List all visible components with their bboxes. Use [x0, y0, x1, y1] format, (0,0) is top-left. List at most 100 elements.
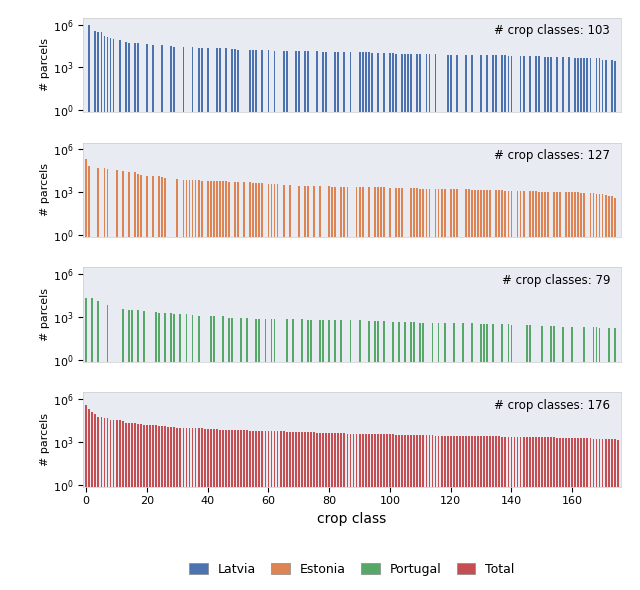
Bar — [395, 54, 397, 590]
Text: # crop classes: 79: # crop classes: 79 — [502, 274, 610, 287]
Bar — [222, 316, 224, 590]
Bar — [134, 172, 136, 590]
Bar — [322, 320, 324, 590]
Bar — [535, 57, 537, 590]
Bar — [332, 186, 333, 590]
Bar — [538, 57, 540, 590]
Bar — [468, 189, 470, 590]
Bar — [404, 322, 406, 590]
Bar — [605, 439, 607, 590]
Bar — [164, 426, 166, 590]
Bar — [562, 327, 564, 590]
Bar — [504, 191, 506, 590]
Bar — [480, 190, 482, 590]
Bar — [523, 437, 525, 590]
Bar — [547, 192, 549, 590]
Bar — [325, 433, 327, 590]
Bar — [340, 433, 342, 590]
Bar — [274, 184, 275, 590]
Bar — [422, 323, 424, 590]
Bar — [125, 42, 127, 590]
Bar — [201, 48, 203, 590]
Bar — [541, 326, 543, 590]
Bar — [186, 428, 188, 590]
Bar — [392, 434, 394, 590]
Bar — [380, 188, 382, 590]
Bar — [334, 52, 336, 590]
Bar — [358, 434, 360, 590]
Bar — [431, 323, 433, 590]
Bar — [152, 425, 154, 590]
Bar — [450, 189, 452, 590]
Bar — [383, 53, 385, 590]
Bar — [122, 421, 124, 590]
Bar — [213, 430, 214, 590]
Bar — [334, 433, 336, 590]
Bar — [568, 192, 570, 590]
Bar — [237, 50, 239, 590]
Bar — [520, 191, 522, 590]
Bar — [422, 435, 424, 590]
Bar — [435, 54, 436, 590]
Bar — [450, 55, 452, 590]
Bar — [186, 314, 188, 590]
Bar — [471, 55, 473, 590]
Bar — [468, 436, 470, 590]
Bar — [207, 181, 209, 590]
Bar — [88, 25, 90, 590]
Bar — [572, 327, 573, 590]
Bar — [377, 321, 379, 590]
Bar — [337, 433, 339, 590]
Bar — [240, 318, 242, 590]
Bar — [562, 438, 564, 590]
Bar — [535, 437, 537, 590]
Bar — [574, 192, 576, 590]
Bar — [177, 179, 179, 590]
Bar — [201, 428, 203, 590]
Bar — [222, 430, 224, 590]
Bar — [617, 440, 619, 590]
Bar — [611, 196, 612, 590]
Bar — [170, 427, 172, 590]
Bar — [134, 43, 136, 590]
Bar — [483, 324, 485, 590]
Bar — [198, 48, 200, 590]
Bar — [529, 437, 531, 590]
Bar — [480, 436, 482, 590]
Bar — [283, 431, 285, 590]
Bar — [289, 432, 291, 590]
Bar — [122, 172, 124, 590]
Bar — [614, 61, 616, 590]
Bar — [319, 320, 321, 590]
Bar — [146, 176, 148, 590]
Bar — [395, 434, 397, 590]
Bar — [250, 50, 251, 590]
Bar — [140, 424, 142, 590]
Bar — [413, 188, 415, 590]
Bar — [513, 437, 515, 590]
Bar — [589, 193, 591, 590]
Bar — [186, 180, 188, 590]
Y-axis label: # parcels: # parcels — [40, 38, 50, 91]
Bar — [268, 431, 269, 590]
Bar — [334, 320, 336, 590]
Bar — [346, 434, 348, 590]
Bar — [584, 58, 585, 590]
Bar — [137, 424, 139, 590]
Bar — [246, 318, 248, 590]
X-axis label: crop class: crop class — [317, 512, 387, 526]
Bar — [495, 55, 497, 590]
Bar — [271, 431, 273, 590]
Bar — [520, 437, 522, 590]
Bar — [182, 179, 184, 590]
Bar — [295, 432, 297, 590]
Bar — [565, 192, 567, 590]
Bar — [471, 323, 473, 590]
Bar — [340, 320, 342, 590]
Bar — [544, 437, 546, 590]
Bar — [435, 189, 436, 590]
Bar — [259, 319, 260, 590]
Bar — [109, 38, 111, 590]
Bar — [495, 191, 497, 590]
Bar — [164, 313, 166, 590]
